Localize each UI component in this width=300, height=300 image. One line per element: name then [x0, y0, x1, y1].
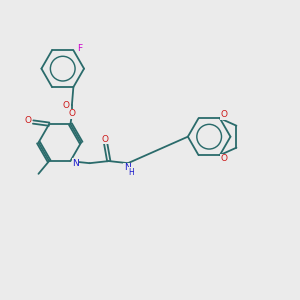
Text: F: F	[77, 44, 83, 53]
Text: O: O	[68, 110, 75, 118]
Text: O: O	[101, 135, 109, 144]
Text: O: O	[221, 154, 228, 163]
Text: N: N	[72, 159, 79, 168]
Text: O: O	[221, 110, 228, 119]
Text: O: O	[24, 116, 31, 125]
Text: O: O	[62, 101, 70, 110]
Text: N: N	[124, 164, 131, 172]
Text: H: H	[129, 168, 134, 177]
